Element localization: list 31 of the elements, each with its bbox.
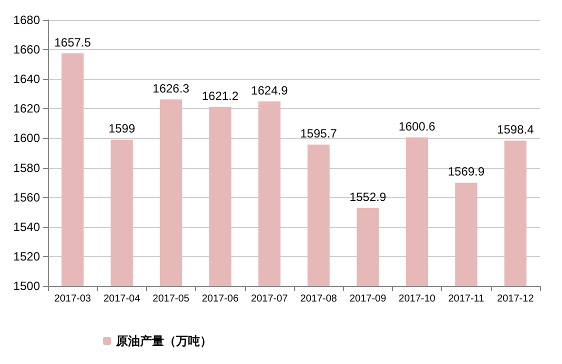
y-tick-label: 1540 — [13, 220, 40, 234]
x-tick-label: 2017-04 — [103, 294, 141, 304]
x-tick-label: 2017-08 — [300, 294, 338, 304]
y-tick-label: 1500 — [13, 279, 40, 293]
x-tick-label: 2017-11 — [448, 294, 485, 304]
legend-label: 原油产量（万吨） — [115, 334, 212, 348]
data-label: 1600.6 — [398, 119, 436, 134]
data-label: 1552.9 — [349, 190, 386, 204]
x-tick-label: 2017-03 — [54, 294, 92, 304]
data-label: 1598.4 — [497, 122, 534, 137]
x-tick-label: 2017-06 — [202, 294, 239, 304]
data-label: 1657.5 — [54, 35, 92, 50]
y-tick-label: 1680 — [13, 13, 40, 27]
data-label: 1569.9 — [448, 164, 485, 179]
data-label: 1599 — [108, 122, 136, 136]
data-label: 1626.3 — [152, 81, 190, 96]
y-tick-label: 1580 — [13, 160, 40, 175]
x-tick-label: 2017-09 — [349, 294, 387, 304]
data-label: 1595.7 — [300, 126, 338, 141]
data-label: 1624.9 — [251, 83, 288, 98]
y-tick-label: 1520 — [13, 249, 40, 264]
x-tick-label: 2017-12 — [497, 294, 534, 304]
y-tick-label: 1560 — [13, 190, 40, 204]
y-tick-label: 1660 — [13, 42, 40, 57]
x-tick-label: 2017-07 — [251, 294, 288, 304]
data-label: 1621.2 — [202, 88, 239, 103]
y-tick-label: 1640 — [13, 72, 40, 86]
y-tick-label: 1600 — [13, 131, 40, 146]
x-tick-label: 2017-05 — [152, 294, 190, 304]
y-tick-label: 1620 — [13, 102, 40, 116]
x-tick-label: 2017-10 — [398, 294, 436, 304]
